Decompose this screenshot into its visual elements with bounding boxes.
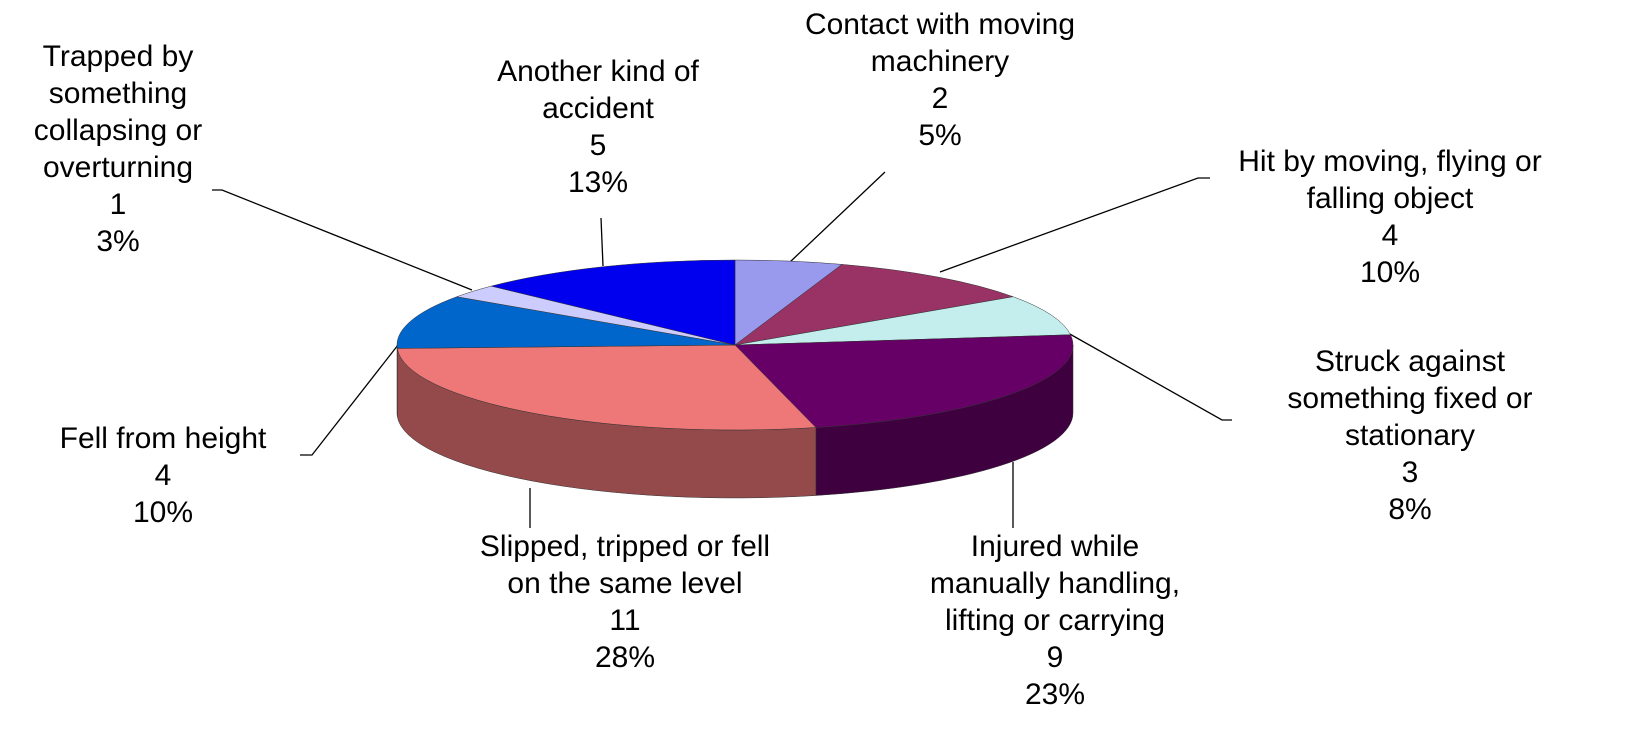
data-label: Slipped, tripped or fell on the same lev… xyxy=(475,528,775,676)
data-label: Struck against something fixed or statio… xyxy=(1265,343,1555,528)
label-name: Contact with moving machinery xyxy=(804,8,1076,78)
leader-line xyxy=(212,189,473,291)
label-value: 9 xyxy=(1046,641,1064,674)
data-label: Injured while manually handling, lifting… xyxy=(910,528,1200,713)
label-value: 11 xyxy=(609,604,641,637)
label-percent: 13% xyxy=(567,166,629,199)
label-value: 4 xyxy=(154,459,172,492)
label-percent: 5% xyxy=(918,119,962,152)
data-label: Another kind of accident 5 13% xyxy=(458,53,738,201)
data-label: Hit by moving, flying or falling object 4… xyxy=(1220,143,1560,291)
label-percent: 28% xyxy=(594,641,656,674)
label-name: Struck against something fixed or statio… xyxy=(1287,345,1533,452)
label-value: 5 xyxy=(589,129,607,162)
label-percent: 8% xyxy=(1388,493,1432,526)
slice xyxy=(734,264,1015,346)
data-label: Trapped by something collapsing or overt… xyxy=(8,38,228,260)
label-percent: 3% xyxy=(96,225,140,258)
slice xyxy=(396,344,817,431)
label-value: 1 xyxy=(109,188,127,221)
label-value: 3 xyxy=(1401,456,1419,489)
label-name: Injured while manually handling, lifting… xyxy=(929,530,1181,637)
data-label: Fell from height 4 10% xyxy=(28,420,298,531)
label-name: Fell from height xyxy=(59,422,267,455)
label-name: Slipped, tripped or fell on the same lev… xyxy=(479,530,771,600)
label-value: 4 xyxy=(1381,219,1399,252)
slice xyxy=(396,296,736,349)
label-percent: 10% xyxy=(1359,256,1421,289)
leader-line xyxy=(789,171,886,263)
data-label: Contact with moving machinery 2 5% xyxy=(765,6,1115,154)
slice xyxy=(491,259,736,346)
leader-line xyxy=(1044,319,1232,421)
leader-line xyxy=(300,344,399,456)
label-name: Trapped by something collapsing or overt… xyxy=(33,40,203,184)
leader-line xyxy=(939,177,1210,273)
slice xyxy=(734,296,1071,346)
label-name: Hit by moving, flying or falling object xyxy=(1238,145,1542,215)
label-percent: 23% xyxy=(1024,678,1086,711)
label-value: 2 xyxy=(931,82,949,115)
slice xyxy=(734,334,1074,428)
leader-line xyxy=(600,217,604,267)
label-name: Another kind of accident xyxy=(497,55,699,125)
label-percent: 10% xyxy=(132,496,194,529)
